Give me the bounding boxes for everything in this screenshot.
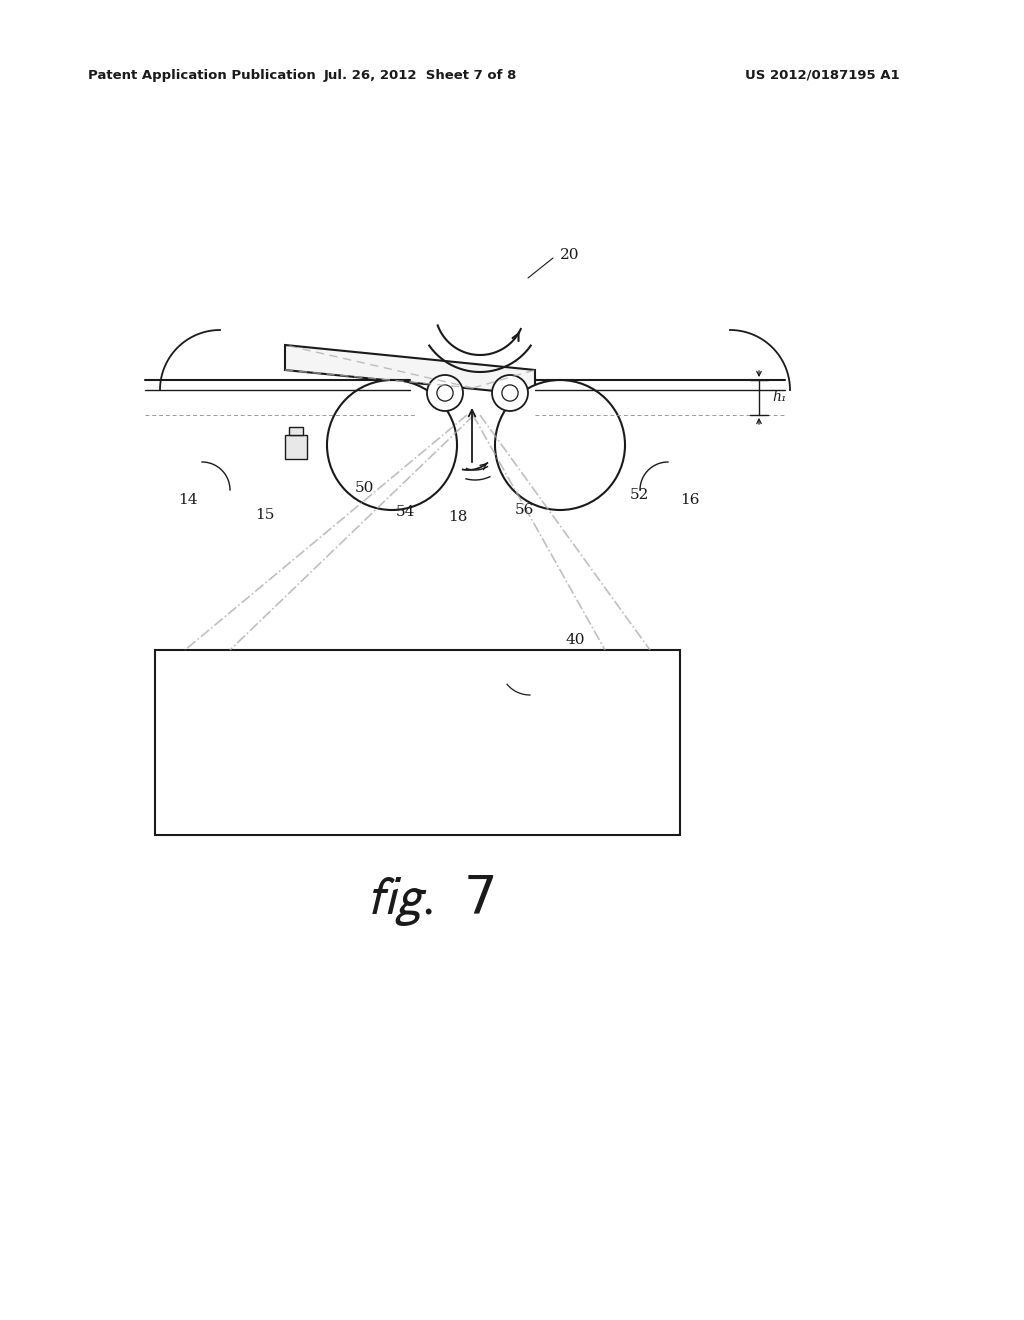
Text: 54: 54 bbox=[395, 506, 415, 519]
Text: 18: 18 bbox=[449, 510, 468, 524]
Polygon shape bbox=[285, 345, 535, 395]
Circle shape bbox=[492, 375, 528, 411]
Text: h₁: h₁ bbox=[772, 389, 786, 404]
Text: 56: 56 bbox=[515, 503, 535, 517]
Circle shape bbox=[327, 380, 457, 510]
Text: 14: 14 bbox=[178, 492, 198, 507]
Text: Jul. 26, 2012  Sheet 7 of 8: Jul. 26, 2012 Sheet 7 of 8 bbox=[324, 69, 517, 82]
Text: 50: 50 bbox=[355, 480, 375, 495]
Text: 20: 20 bbox=[560, 248, 580, 261]
Text: 40: 40 bbox=[565, 634, 585, 647]
Text: US 2012/0187195 A1: US 2012/0187195 A1 bbox=[745, 69, 900, 82]
Text: Patent Application Publication: Patent Application Publication bbox=[88, 69, 315, 82]
Bar bbox=[155, 649, 680, 836]
Text: 16: 16 bbox=[680, 492, 699, 507]
Circle shape bbox=[495, 380, 625, 510]
Circle shape bbox=[427, 375, 463, 411]
Bar bbox=[289, 426, 303, 436]
Text: $\mathcal{fig.}$ $\mathit{7}$: $\mathcal{fig.}$ $\mathit{7}$ bbox=[366, 873, 495, 928]
Text: 15: 15 bbox=[255, 508, 274, 521]
Text: 52: 52 bbox=[630, 488, 649, 502]
Bar bbox=[285, 436, 307, 459]
